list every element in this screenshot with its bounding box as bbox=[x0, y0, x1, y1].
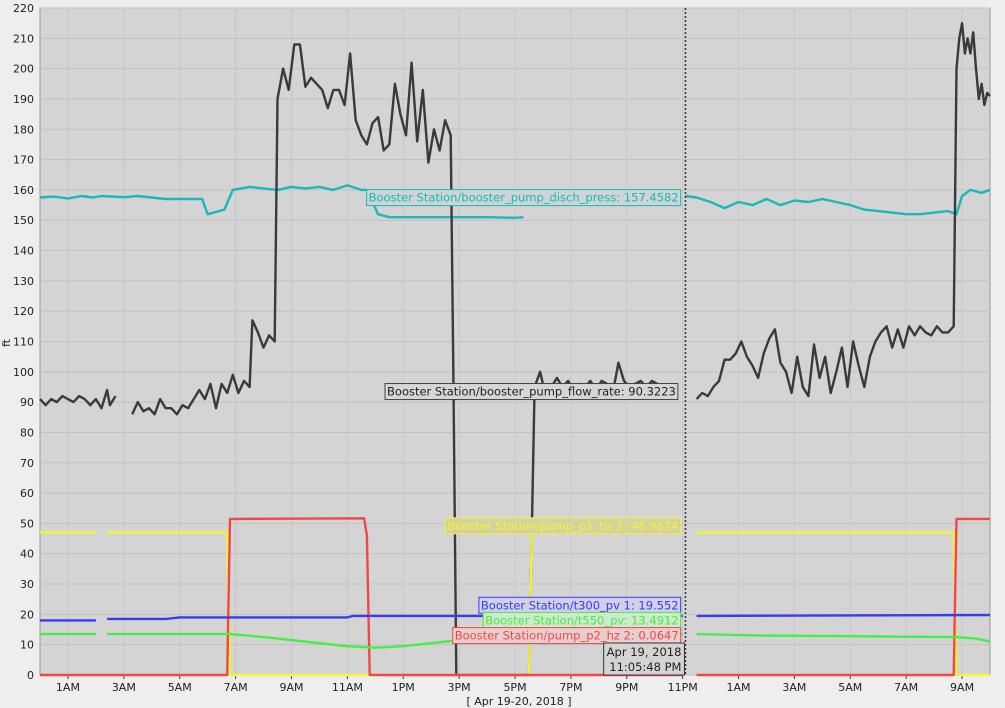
y-tick-label: 170 bbox=[13, 154, 34, 167]
y-tick-label: 40 bbox=[20, 548, 34, 561]
y-tick-label: 220 bbox=[13, 2, 34, 15]
cursor-date: Apr 19, 2018 bbox=[607, 645, 682, 659]
series-line-0 bbox=[39, 184, 991, 219]
x-tick-label: 1AM bbox=[727, 681, 751, 694]
x-tick-label: 3AM bbox=[112, 681, 136, 694]
y-tick-label: 150 bbox=[13, 214, 34, 227]
y-tick-label: 130 bbox=[13, 275, 34, 288]
series-line-4 bbox=[40, 613, 991, 622]
x-tick-label: 9PM bbox=[615, 681, 638, 694]
y-tick-label: 30 bbox=[20, 578, 34, 591]
y-axis: 0 10 20 30 40 50 60 70 80 90 100 110 120 130 140 150 160… bbox=[13, 2, 34, 682]
x-tick-label: 7PM bbox=[559, 681, 582, 694]
annotation-text: Booster Station/pump_p1_hz 2: 46.9624 bbox=[447, 519, 678, 533]
y-tick-label: 180 bbox=[13, 123, 34, 136]
x-tick-label: 7AM bbox=[224, 681, 248, 694]
annotation-box bbox=[366, 189, 682, 207]
annotation-box bbox=[384, 383, 679, 401]
y-tick-label: 200 bbox=[13, 63, 34, 76]
y-tick-label: 20 bbox=[20, 608, 34, 621]
x-tick-label: 9AM bbox=[279, 681, 303, 694]
x-tick-label: 7AM bbox=[894, 681, 918, 694]
annotation-box bbox=[452, 627, 682, 645]
annotation-label: Booster Station/pump_p1_hz 2: 46.9624 bbox=[444, 517, 682, 535]
y-tick-label: 100 bbox=[13, 366, 34, 379]
annotation-label: Booster Station/booster_pump_flow_rate: … bbox=[384, 383, 679, 401]
y-tick-label: 50 bbox=[20, 517, 34, 530]
y-tick-label: 190 bbox=[13, 93, 34, 106]
x-tick-label: 5PM bbox=[503, 681, 526, 694]
y-tick-label: 120 bbox=[13, 305, 34, 318]
annotation-text: Booster Station/booster_pump_flow_rate: … bbox=[387, 385, 676, 399]
y-tick-label: 10 bbox=[20, 639, 34, 652]
y-tick-label: 140 bbox=[13, 245, 34, 258]
annotation-text: Booster Station/t300_pv 1: 19.552 bbox=[481, 598, 679, 612]
annotation-text: Booster Station/t550_pv: 13.4912 bbox=[485, 613, 678, 627]
annotation-text: Booster Station/pump_p2_hz 2: 0.0647 bbox=[455, 629, 679, 643]
y-axis-label: ft bbox=[0, 338, 13, 347]
y-tick-label: 70 bbox=[20, 457, 34, 470]
annotation-text: Booster Station/booster_pump_disch_press… bbox=[369, 191, 679, 205]
annotation-label: Booster Station/pump_p2_hz 2: 0.0647 bbox=[452, 627, 682, 645]
y-tick-label: 0 bbox=[27, 669, 34, 682]
annotation-label: Booster Station/t550_pv: 13.4912 bbox=[482, 611, 682, 629]
annotation-label: Booster Station/t300_pv 1: 19.552 bbox=[478, 596, 682, 614]
x-tick-label: 1PM bbox=[392, 681, 415, 694]
x-tick-label: 3AM bbox=[782, 681, 806, 694]
y-tick-label: 110 bbox=[13, 336, 34, 349]
y-tick-label: 90 bbox=[20, 396, 34, 409]
series-line-3 bbox=[40, 517, 990, 677]
annotation-box bbox=[444, 517, 682, 535]
x-axis-label: [ Apr 19-20, 2018 ] bbox=[466, 695, 571, 708]
cursor-timestamp: Apr 19, 2018 11:05:48 PM bbox=[603, 642, 685, 676]
y-tick-label: 210 bbox=[13, 32, 34, 45]
x-tick-label: 11AM bbox=[332, 681, 363, 694]
x-tick-label: 5AM bbox=[838, 681, 862, 694]
value-annotations: Booster Station/booster_pump_disch_press… bbox=[366, 189, 682, 645]
y-tick-label: 60 bbox=[20, 487, 34, 500]
x-tick-label: 9AM bbox=[950, 681, 974, 694]
y-tick-label: 160 bbox=[13, 184, 34, 197]
x-tick-label: 1AM bbox=[56, 681, 80, 694]
x-axis: 1AM 3AM 5AM 7AM 9AM 11AM 1PM 3PM 5PM 7PM 9PM 11PM 1A… bbox=[56, 675, 974, 694]
x-tick-label: 11PM bbox=[668, 681, 698, 694]
annotation-label: Booster Station/booster_pump_disch_press… bbox=[366, 189, 682, 207]
y-tick-label: 80 bbox=[20, 426, 34, 439]
x-tick-label: 5AM bbox=[168, 681, 192, 694]
cursor-time: 11:05:48 PM bbox=[609, 660, 681, 674]
x-tick-label: 3PM bbox=[448, 681, 471, 694]
